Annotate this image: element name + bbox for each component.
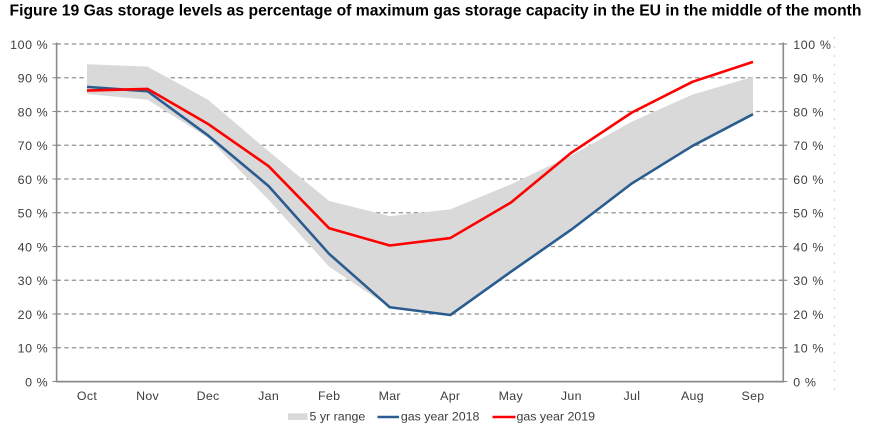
svg-text:100 %: 100 % xyxy=(793,38,831,52)
svg-text:Nov: Nov xyxy=(136,389,159,403)
svg-text:80 %: 80 % xyxy=(793,105,824,119)
svg-text:70 %: 70 % xyxy=(793,139,824,153)
svg-text:80 %: 80 % xyxy=(18,105,49,119)
svg-text:20 %: 20 % xyxy=(18,308,49,322)
svg-text:40 %: 40 % xyxy=(18,240,49,254)
svg-text:10 %: 10 % xyxy=(793,342,824,356)
svg-text:Aug: Aug xyxy=(681,389,704,403)
svg-text:5 yr range: 5 yr range xyxy=(310,409,366,423)
svg-text:Apr: Apr xyxy=(440,389,460,403)
svg-text:90 %: 90 % xyxy=(18,72,49,86)
svg-text:30 %: 30 % xyxy=(18,274,49,288)
svg-text:70 %: 70 % xyxy=(18,139,49,153)
svg-text:Figure 19 Gas storage levels a: Figure 19 Gas storage levels as percenta… xyxy=(10,3,862,20)
svg-text:60 %: 60 % xyxy=(18,173,49,187)
svg-text:Feb: Feb xyxy=(318,389,340,403)
svg-text:30 %: 30 % xyxy=(793,274,824,288)
svg-text:Jun: Jun xyxy=(561,389,582,403)
svg-text:0 %: 0 % xyxy=(25,375,48,389)
svg-text:Mar: Mar xyxy=(379,389,401,403)
svg-text:60 %: 60 % xyxy=(793,173,824,187)
svg-text:50 %: 50 % xyxy=(18,207,49,221)
svg-text:10 %: 10 % xyxy=(18,342,49,356)
svg-text:20 %: 20 % xyxy=(793,308,824,322)
svg-text:Dec: Dec xyxy=(197,389,220,403)
svg-text:gas year 2018: gas year 2018 xyxy=(401,409,480,423)
svg-text:90 %: 90 % xyxy=(793,72,824,86)
svg-text:May: May xyxy=(499,389,524,403)
svg-text:Oct: Oct xyxy=(77,389,97,403)
svg-text:Jul: Jul xyxy=(624,389,641,403)
svg-text:40 %: 40 % xyxy=(793,240,824,254)
svg-text:100 %: 100 % xyxy=(10,38,48,52)
svg-text:Sep: Sep xyxy=(742,389,765,403)
svg-text:Jan: Jan xyxy=(258,389,279,403)
svg-text:0 %: 0 % xyxy=(793,375,816,389)
svg-text:gas year 2019: gas year 2019 xyxy=(517,409,596,423)
svg-text:50 %: 50 % xyxy=(793,207,824,221)
